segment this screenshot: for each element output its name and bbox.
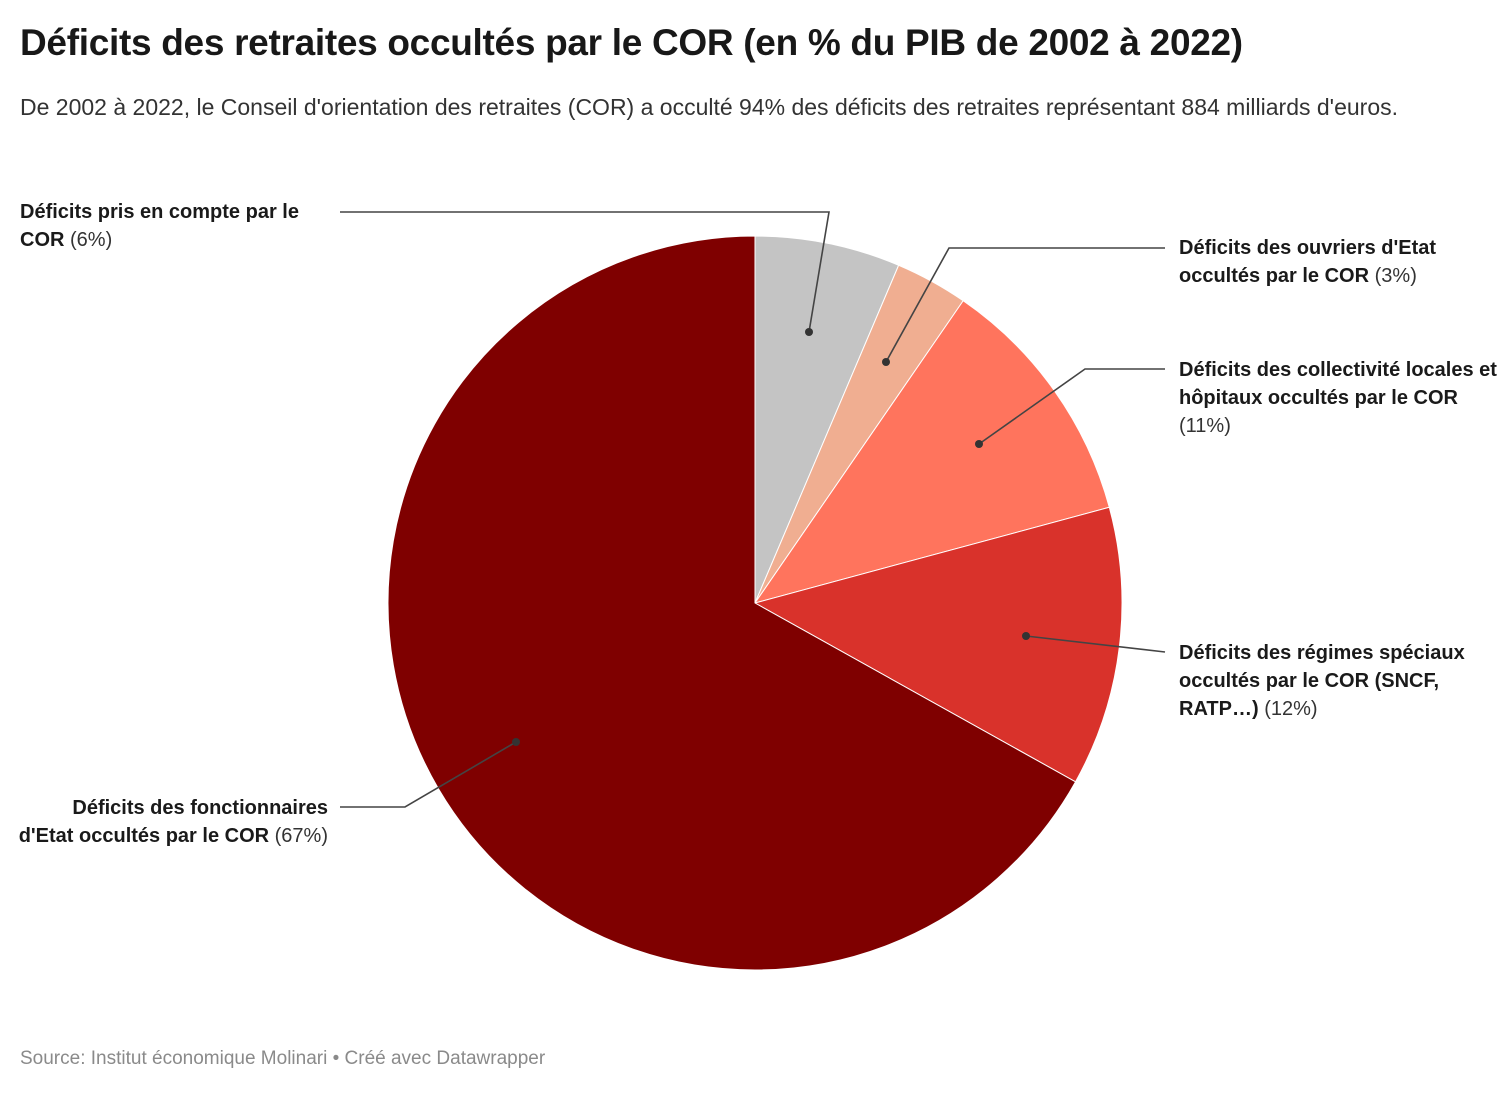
leader-dot-3 <box>1022 632 1030 640</box>
leader-dot-0 <box>805 328 813 336</box>
leader-line-4 <box>340 741 517 808</box>
pie-slice-3 <box>753 506 1123 783</box>
slice-label-0: Déficits pris en compte par le COR (6%) <box>20 201 299 251</box>
chart-title: Déficits des retraites occultés par le C… <box>20 22 1243 63</box>
leader-dot-1 <box>882 358 890 366</box>
leader-dot-2 <box>975 440 983 448</box>
pie-slice-4 <box>387 235 1077 971</box>
leader-dot-4 <box>512 738 520 746</box>
slice-label-2: Déficits des collectivité locales et hôp… <box>1179 359 1497 437</box>
leader-line-1 <box>885 247 1165 363</box>
leader-line-3 <box>1025 635 1166 653</box>
pie-slice-0 <box>754 235 900 604</box>
chart-subtitle: De 2002 à 2022, le Conseil d'orientation… <box>20 94 1399 120</box>
slice-label-1: Déficits des ouvriers d'Etat occultés pa… <box>1179 237 1437 287</box>
source-note: Source: Institut économique Molinari • C… <box>20 1048 546 1069</box>
slice-label-4: Déficits des fonctionnaires d'Etat occul… <box>18 797 328 847</box>
leader-line-0 <box>340 211 830 333</box>
slice-label-3: Déficits des régimes spéciaux occultés p… <box>1179 642 1465 720</box>
leader-line-2 <box>978 368 1165 445</box>
